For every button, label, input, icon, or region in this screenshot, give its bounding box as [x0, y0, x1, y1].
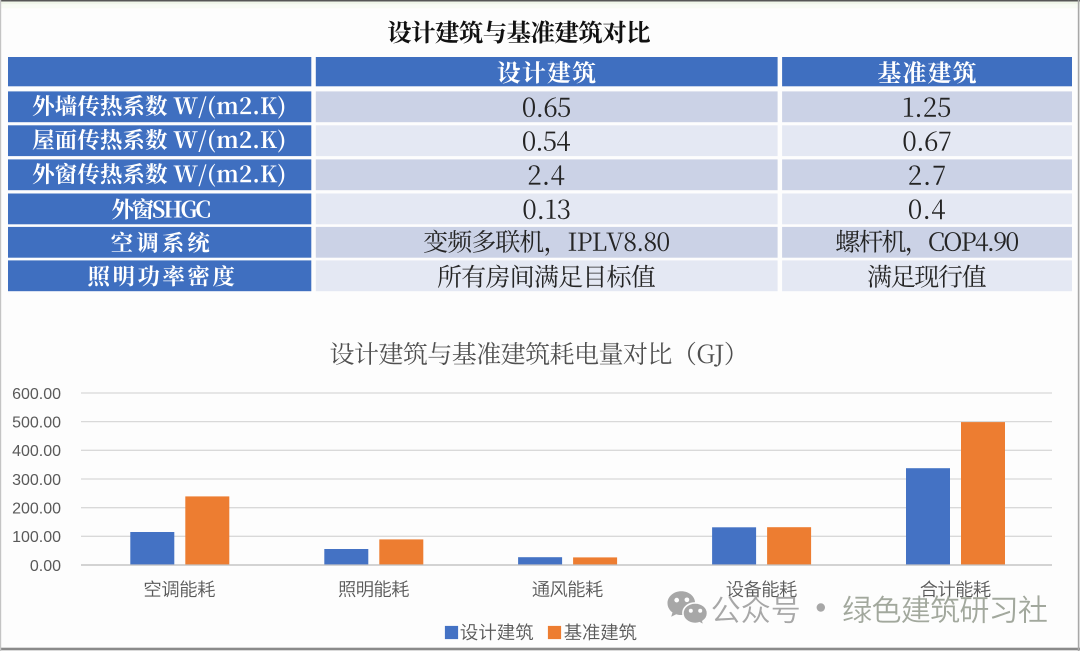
- svg-text:0.00: 0.00: [30, 558, 61, 575]
- svg-text:100.00: 100.00: [12, 529, 61, 546]
- svg-text:400.00: 400.00: [12, 443, 61, 460]
- svg-text:500.00: 500.00: [12, 414, 61, 431]
- svg-text:300.00: 300.00: [12, 472, 61, 489]
- svg-text:600.00: 600.00: [12, 386, 61, 403]
- svg-text:200.00: 200.00: [12, 501, 61, 518]
